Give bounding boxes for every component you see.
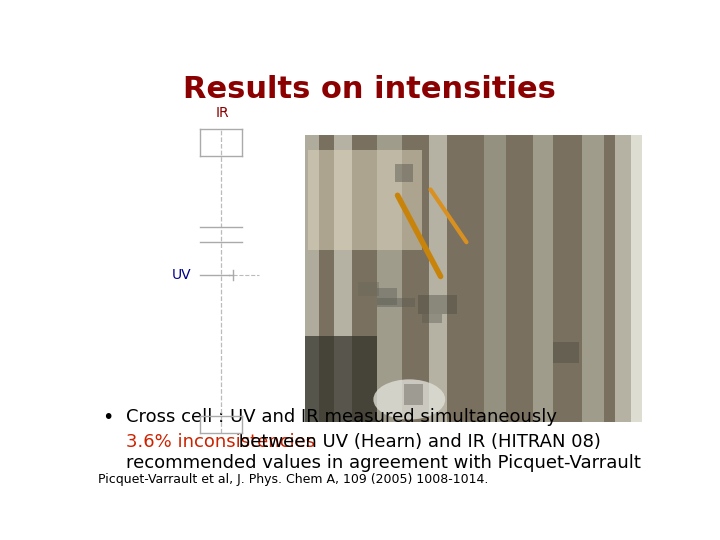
Bar (308, 150, 423, 250)
Bar (377, 136, 402, 422)
Bar (334, 136, 353, 422)
Bar (377, 288, 397, 306)
Text: Cross cell : UV and IR measured simultaneously: Cross cell : UV and IR measured simultan… (126, 408, 557, 426)
Bar (305, 336, 377, 422)
Bar (377, 298, 415, 307)
Text: Picquet-Varrault et al, J. Phys. Chem A, 109 (2005) 1008-1014.: Picquet-Varrault et al, J. Phys. Chem A,… (99, 473, 489, 486)
Bar (534, 136, 553, 422)
Text: recommended values in agreement with Picquet-Varrault: recommended values in agreement with Pic… (126, 454, 641, 471)
FancyArrowPatch shape (397, 195, 441, 276)
Bar (553, 341, 579, 363)
Bar (418, 295, 456, 314)
Text: between UV (Hearn) and IR (HITRAN 08): between UV (Hearn) and IR (HITRAN 08) (233, 433, 601, 451)
Bar (305, 136, 319, 422)
Text: IR: IR (216, 106, 230, 120)
Ellipse shape (374, 380, 445, 420)
Text: •: • (102, 408, 114, 427)
Bar (305, 136, 631, 422)
Bar (485, 136, 505, 422)
Text: Results on intensities: Results on intensities (183, 75, 555, 104)
Bar (582, 136, 603, 422)
Bar (422, 314, 442, 323)
Bar (395, 164, 413, 183)
Bar (405, 384, 423, 406)
Text: UV: UV (172, 268, 192, 282)
Text: 3.6% inconsistencies: 3.6% inconsistencies (126, 433, 315, 451)
Bar (429, 136, 447, 422)
FancyArrowPatch shape (431, 190, 467, 242)
Bar (359, 282, 379, 296)
Bar (615, 136, 642, 422)
